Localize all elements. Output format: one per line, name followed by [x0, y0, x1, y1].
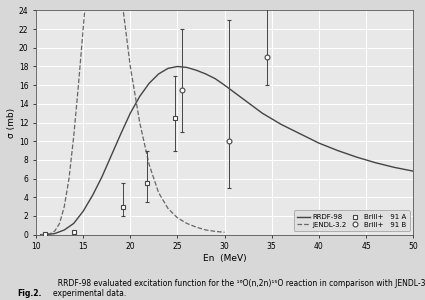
Text: Fig.2.: Fig.2. [17, 290, 41, 298]
Text: RRDF-98 evaluated excitation function for the ¹⁶O(n,2n)¹⁵O reaction in compariso: RRDF-98 evaluated excitation function fo… [53, 279, 425, 298]
Y-axis label: σ (mb): σ (mb) [7, 107, 16, 138]
Legend: RRDF-98, JENDL-3.2, Brill+   91 A, Brill+   91 B: RRDF-98, JENDL-3.2, Brill+ 91 A, Brill+ … [294, 211, 410, 231]
X-axis label: En  (MeV): En (MeV) [203, 254, 246, 263]
